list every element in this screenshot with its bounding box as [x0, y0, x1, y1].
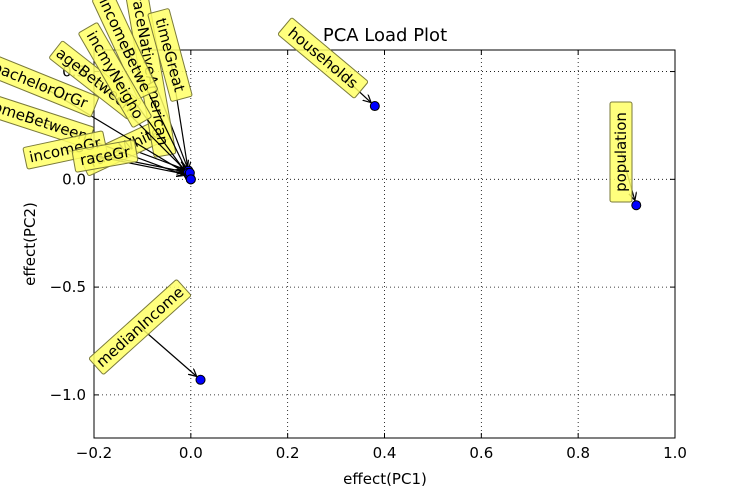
annotation-label: medianIncome: [88, 279, 192, 375]
x-tick-label: 0.2: [276, 444, 300, 462]
annotation-text: population: [612, 112, 630, 192]
data-point: [369, 101, 380, 112]
grid: [94, 50, 675, 438]
annotation-box: [88, 279, 192, 375]
annotation-box: [22, 130, 108, 170]
plot-frame: [93, 49, 676, 439]
y-tick-label: −0.5: [50, 278, 86, 296]
x-tick-label: 1.0: [663, 444, 687, 462]
x-tick-label: 0.8: [566, 444, 590, 462]
x-tick-label: 0.4: [373, 444, 397, 462]
annotation-box: [147, 8, 193, 102]
y-tick-label: −1.0: [50, 386, 86, 404]
x-tick-label: 0.0: [179, 444, 203, 462]
x-axis-label: effect(PC1): [343, 470, 427, 488]
annotation-box: [609, 101, 633, 203]
annotation-box: [277, 17, 369, 99]
annotation-arrow: [139, 326, 197, 377]
data-point: [631, 200, 642, 211]
data-points: [182, 101, 642, 385]
annotation-text: medianIncome: [93, 283, 188, 371]
annotation-box: [78, 22, 152, 128]
chart-title: PCA Load Plot: [323, 25, 447, 46]
data-point: [185, 174, 196, 185]
annotation-box: [92, 0, 158, 99]
y-tick-label: 0.0: [62, 170, 86, 188]
data-point: [195, 374, 206, 385]
annotation-box: [0, 52, 99, 118]
annotation-box: [71, 139, 139, 173]
x-tick-label: 0.6: [469, 444, 493, 462]
x-tick-label: −0.2: [76, 444, 112, 462]
annotation-label: population: [609, 101, 633, 203]
y-axis-label: effect(PC2): [21, 202, 39, 286]
annotations: populationhouseholdsmedianIncomeraceWhit…: [0, 0, 635, 377]
ticks: −0.20.00.20.40.60.81.0−1.0−0.50.00.5: [50, 50, 687, 462]
